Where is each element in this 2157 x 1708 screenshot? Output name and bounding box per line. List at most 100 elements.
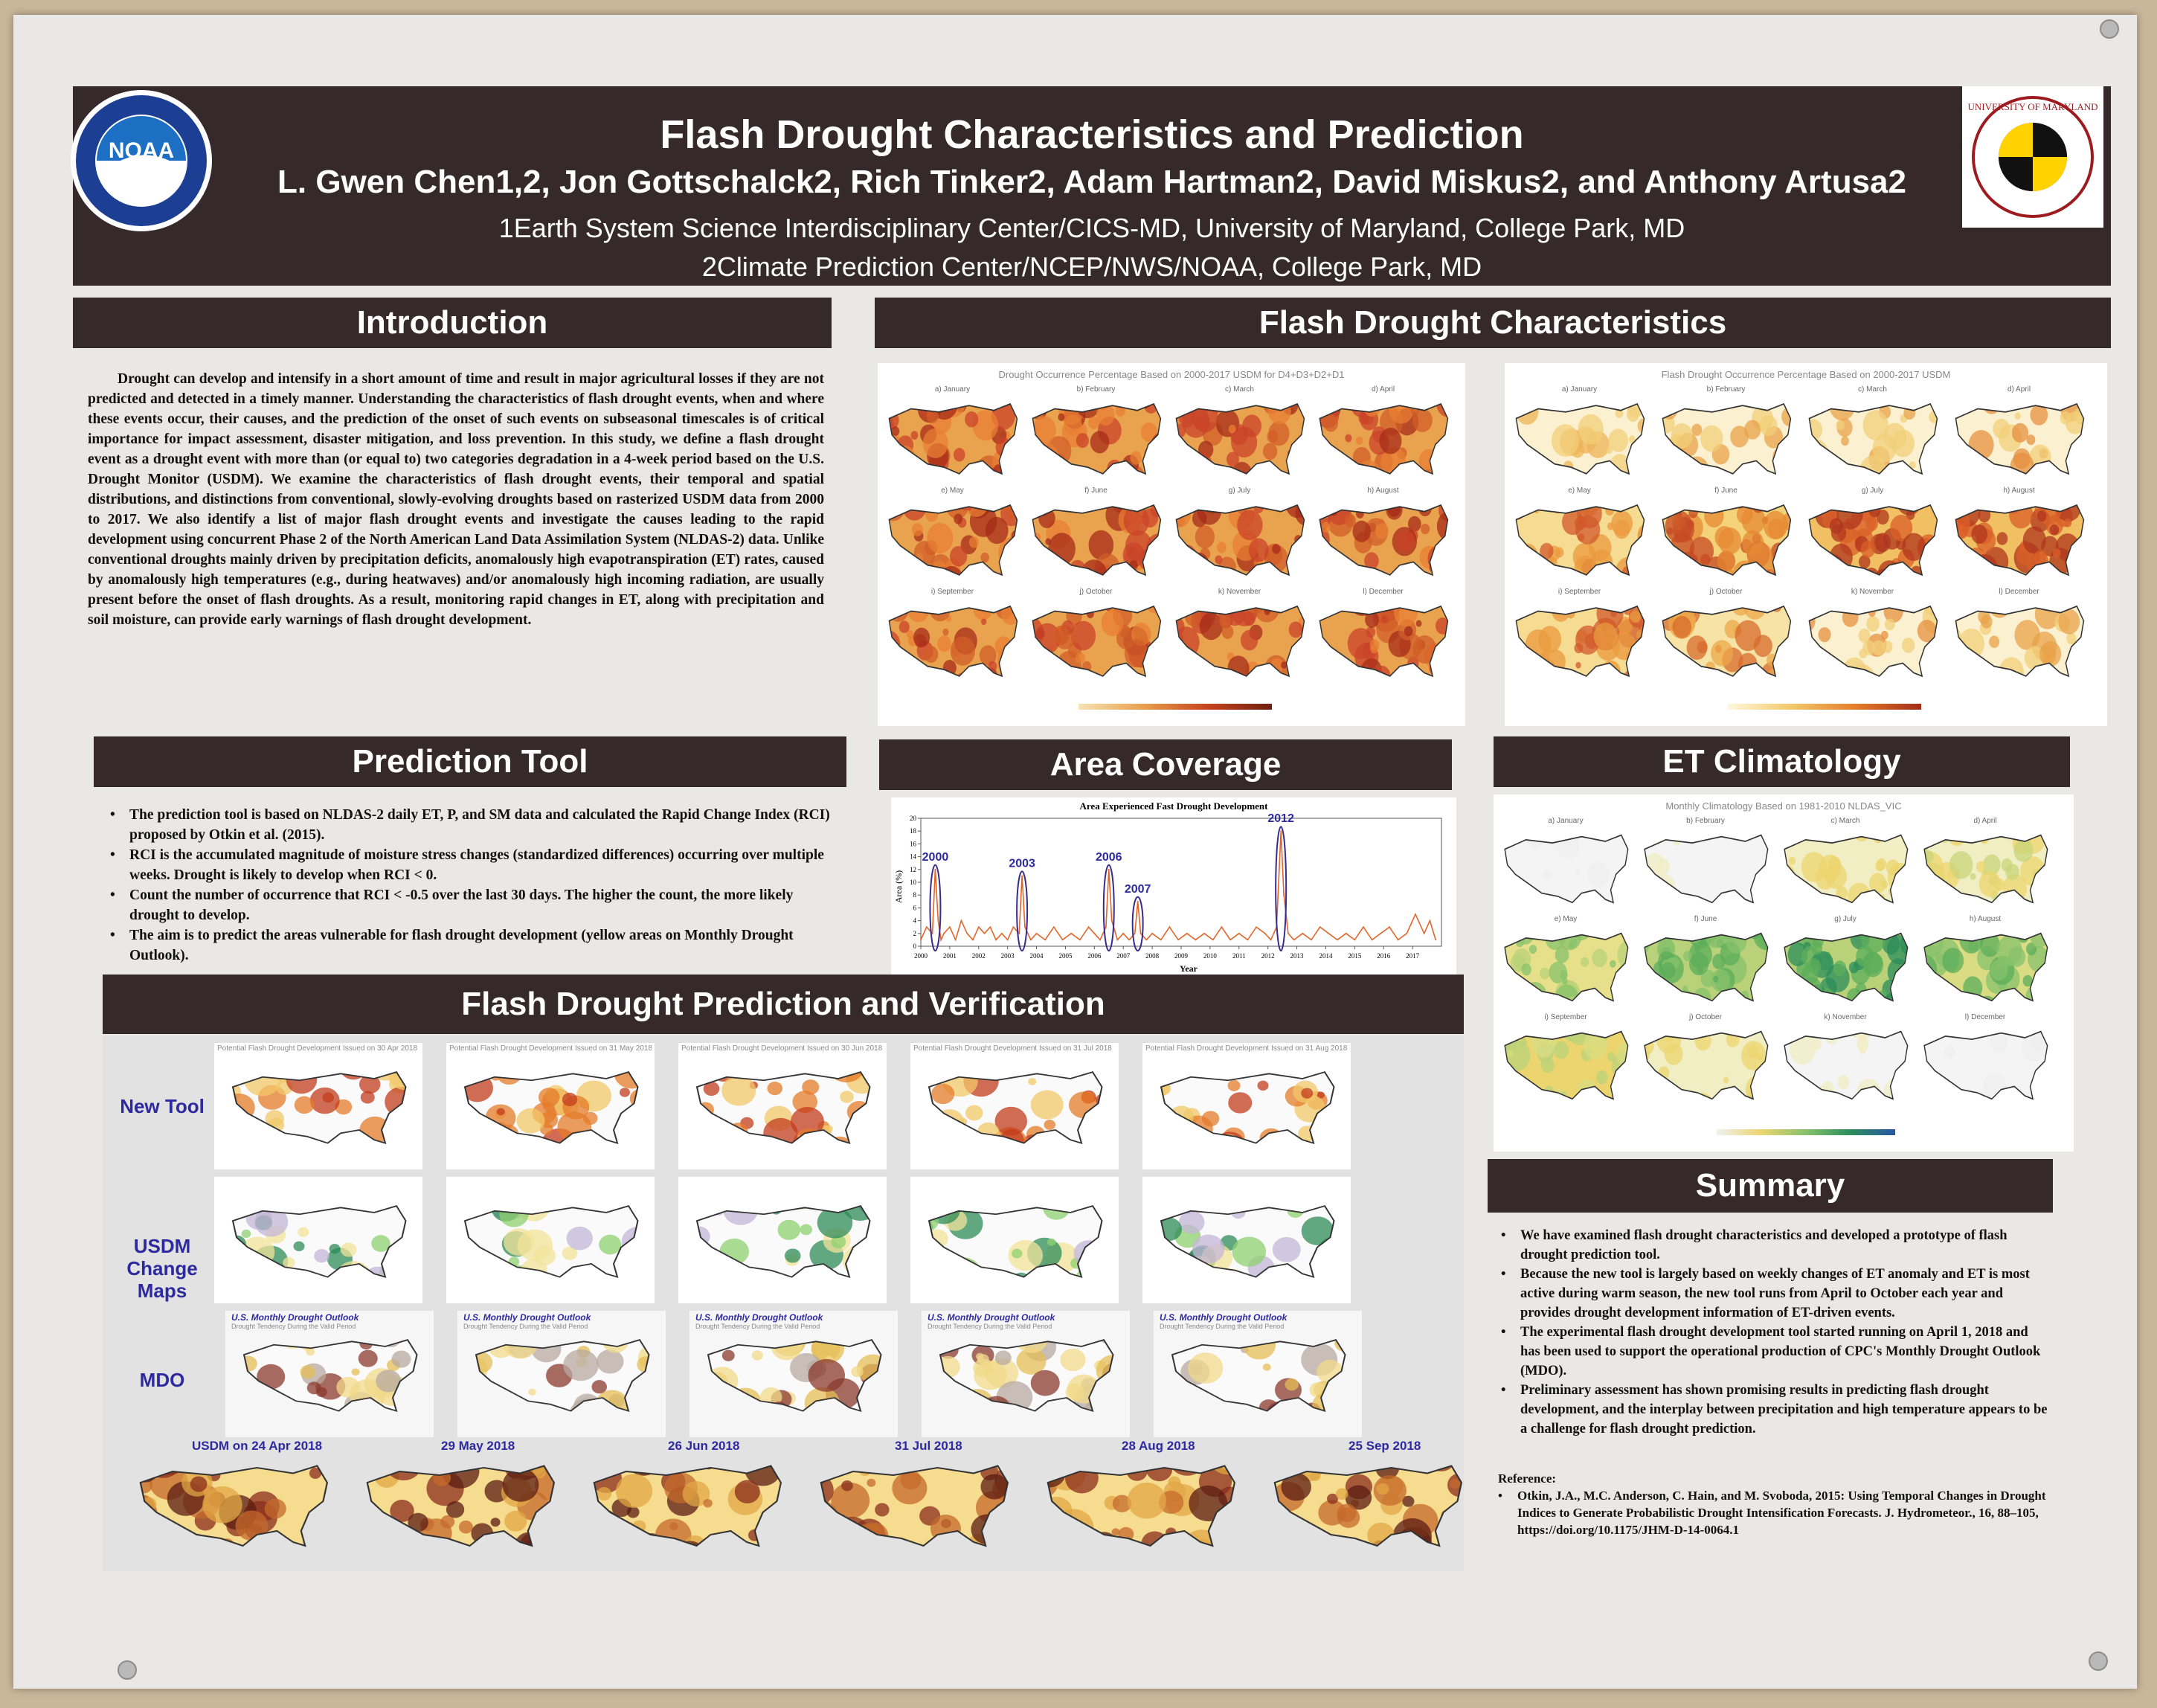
event-year-label: 2000 [922, 851, 949, 864]
map-month-label: b) February [1686, 817, 1725, 825]
map-month-label: a) January [1548, 817, 1584, 825]
series-point [937, 919, 939, 922]
series-point [1270, 939, 1272, 941]
mdo-map-title: U.S. Monthly Drought Outlook [463, 1312, 591, 1323]
et-climatology-heading: ET Climatology [1494, 736, 2070, 787]
us-map-icon [1662, 402, 1792, 475]
summary-bullet: The experimental flash drought developme… [1501, 1323, 2048, 1381]
us-map-icon [1644, 834, 1769, 904]
series-point [1363, 926, 1364, 928]
poster: Flash Drought Characteristics and Predic… [13, 15, 2137, 1689]
map-thumbnail: f) June [1027, 487, 1165, 585]
mdo-map: U.S. Monthly Drought Outlook Drought Tend… [457, 1311, 666, 1437]
event-ellipse [1102, 864, 1115, 951]
series-point [1061, 939, 1064, 941]
map-thumbnail: d) April [1919, 817, 2051, 912]
introduction-paragraph: Drought can develop and intensify in a s… [88, 371, 824, 628]
mdo-map: U.S. Monthly Drought Outlook Drought Tend… [922, 1311, 1130, 1437]
introduction-heading: Introduction [73, 298, 832, 348]
affiliation-2: 2Climate Prediction Center/NCEP/NWS/NOAA… [701, 251, 1482, 282]
us-map-icon [1515, 605, 1645, 678]
prediction-tool-bullets: The prediction tool is based on NLDAS-2 … [107, 805, 843, 966]
map-month-label: f) June [1714, 487, 1738, 495]
prediction-bullet: The aim is to predict the areas vulnerab… [110, 925, 843, 966]
flash-drought-occurrence-panel: Flash Drought Occurrence Percentage Base… [1505, 363, 2107, 726]
x-tick-label: 2001 [943, 952, 957, 960]
series-point [1280, 830, 1282, 832]
event-year-label: 2007 [1125, 883, 1151, 896]
map-month-label: c) March [1830, 817, 1860, 825]
x-tick-label: 2011 [1232, 952, 1246, 960]
series-point [1137, 900, 1139, 902]
series-point [1429, 919, 1431, 922]
series-point [1128, 939, 1130, 941]
series-point [940, 939, 942, 941]
map-month-label: e) May [1554, 915, 1578, 923]
us-map-icon [463, 1205, 639, 1279]
us-map-icon [1662, 504, 1792, 577]
map-thumbnail: j) October [1657, 588, 1795, 686]
series-point [1110, 919, 1113, 922]
mdo-map: U.S. Monthly Drought Outlook Drought Tend… [1154, 1311, 1362, 1437]
mdo-map-subtitle: Drought Tendency During the Valid Period [695, 1323, 820, 1330]
usdm-change-map [678, 1177, 887, 1303]
series-point [1302, 932, 1304, 934]
us-map-icon [1808, 402, 1938, 475]
map-thumbnail: f) June [1639, 915, 1772, 1010]
y-tick-label: 8 [913, 891, 917, 899]
new-tool-map-title: Potential Flash Drought Development Issu… [913, 1044, 1112, 1053]
map-thumbnail: c) March [1804, 385, 1941, 484]
series-point [1024, 926, 1026, 928]
et-climatology-panel: Monthly Climatology Based on 1981-2010 N… [1494, 794, 2074, 1152]
series-point [1145, 939, 1148, 941]
poster-title: Flash Drought Characteristics and Predic… [660, 112, 1524, 157]
series-point [1029, 939, 1032, 941]
us-map-icon [820, 1465, 1009, 1547]
us-map-icon [1032, 605, 1162, 678]
mdo-map: U.S. Monthly Drought Outlook Drought Tend… [225, 1311, 434, 1437]
y-tick-label: 14 [910, 853, 917, 861]
row-label-mdo: MDO [139, 1369, 185, 1391]
map-month-label: g) July [1228, 487, 1251, 495]
us-map-icon [695, 1205, 871, 1279]
mdo-map-subtitle: Drought Tendency During the Valid Period [1160, 1323, 1285, 1330]
series-point [1337, 939, 1338, 941]
us-map-icon [888, 402, 1018, 475]
new-tool-map-title: Potential Flash Drought Development Issu… [1145, 1044, 1348, 1053]
us-map-icon [1032, 402, 1162, 475]
usdm-change-map [910, 1177, 1119, 1303]
map-month-label: c) March [1225, 385, 1254, 394]
series-point [943, 932, 945, 934]
usdm-change-map [1142, 1177, 1351, 1303]
drought-occurrence-map-grid: a) January b) February c) March d) April e) … [884, 385, 1464, 698]
series-point [977, 926, 980, 928]
map-thumbnail: g) July [1804, 487, 1941, 585]
et-climatology-colorbar [1717, 1129, 1895, 1135]
us-map-icon [1515, 504, 1645, 577]
mdo-map-title: U.S. Monthly Drought Outlook [928, 1312, 1055, 1323]
map-thumbnail: e) May [1499, 915, 1632, 1010]
characteristics-heading: Flash Drought Characteristics [875, 298, 2111, 348]
drought-occurrence-panel: Drought Occurrence Percentage Based on 2… [878, 363, 1465, 726]
x-tick-label: 2008 [1145, 952, 1160, 960]
affiliation-1: 1Earth System Science Interdisciplinary … [498, 213, 1685, 243]
x-tick-label: 2005 [1058, 952, 1073, 960]
series-point [1044, 939, 1047, 941]
series-point [1093, 932, 1096, 934]
us-map-icon [707, 1339, 882, 1413]
usdm-date-label: 25 Sep 2018 [1348, 1439, 1421, 1453]
noaa-logo: NOAA [67, 86, 216, 235]
reference-item: Otkin, J.A., M.C. Anderson, C. Hain, and… [1498, 1487, 2048, 1538]
y-tick-label: 2 [913, 930, 917, 937]
usdm-date-label: 26 Jun 2018 [668, 1439, 740, 1453]
us-map-icon [928, 1071, 1103, 1145]
map-month-label: c) March [1858, 385, 1887, 394]
x-tick-label: 2004 [1030, 952, 1044, 960]
series-point [1099, 939, 1102, 941]
chart-ylabel: Area (%) [893, 870, 904, 903]
series-point [1229, 939, 1232, 941]
usdm-change-map [446, 1177, 655, 1303]
reference-heading: Reference: [1498, 1471, 1557, 1486]
map-thumbnail: d) April [1950, 385, 2088, 484]
map-month-label: e) May [1568, 487, 1591, 495]
